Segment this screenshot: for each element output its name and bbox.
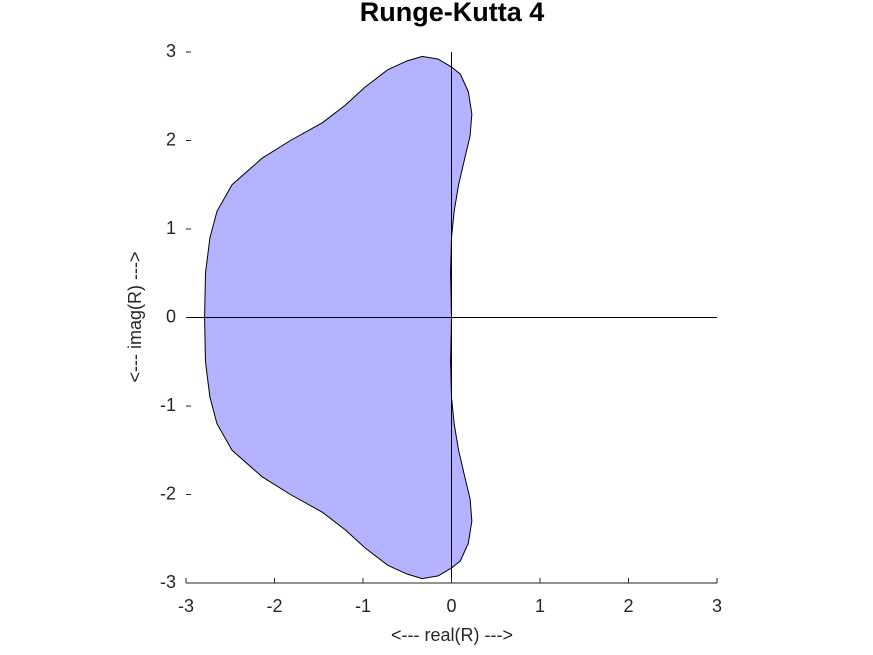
y-axis-label: <--- imag(R) ---> [125,252,145,383]
y-tick-label: 3 [166,41,176,61]
y-tick-label: -1 [160,395,176,415]
x-tick-label: -1 [355,596,371,616]
x-tick-label: -3 [178,596,194,616]
x-axis-label: <--- real(R) ---> [391,625,513,645]
y-tick-label: 2 [166,129,176,149]
y-tick-label: 1 [166,218,176,238]
chart-title: Runge-Kutta 4 [360,0,545,27]
x-tick-label: 0 [446,596,456,616]
x-tick-label: 2 [623,596,633,616]
y-tick-label: -2 [160,483,176,503]
x-tick-label: 3 [712,596,722,616]
x-tick-label: 1 [535,596,545,616]
x-tick-label: -2 [266,596,282,616]
y-tick-label: -3 [160,572,176,592]
y-tick-label: 0 [166,306,176,326]
